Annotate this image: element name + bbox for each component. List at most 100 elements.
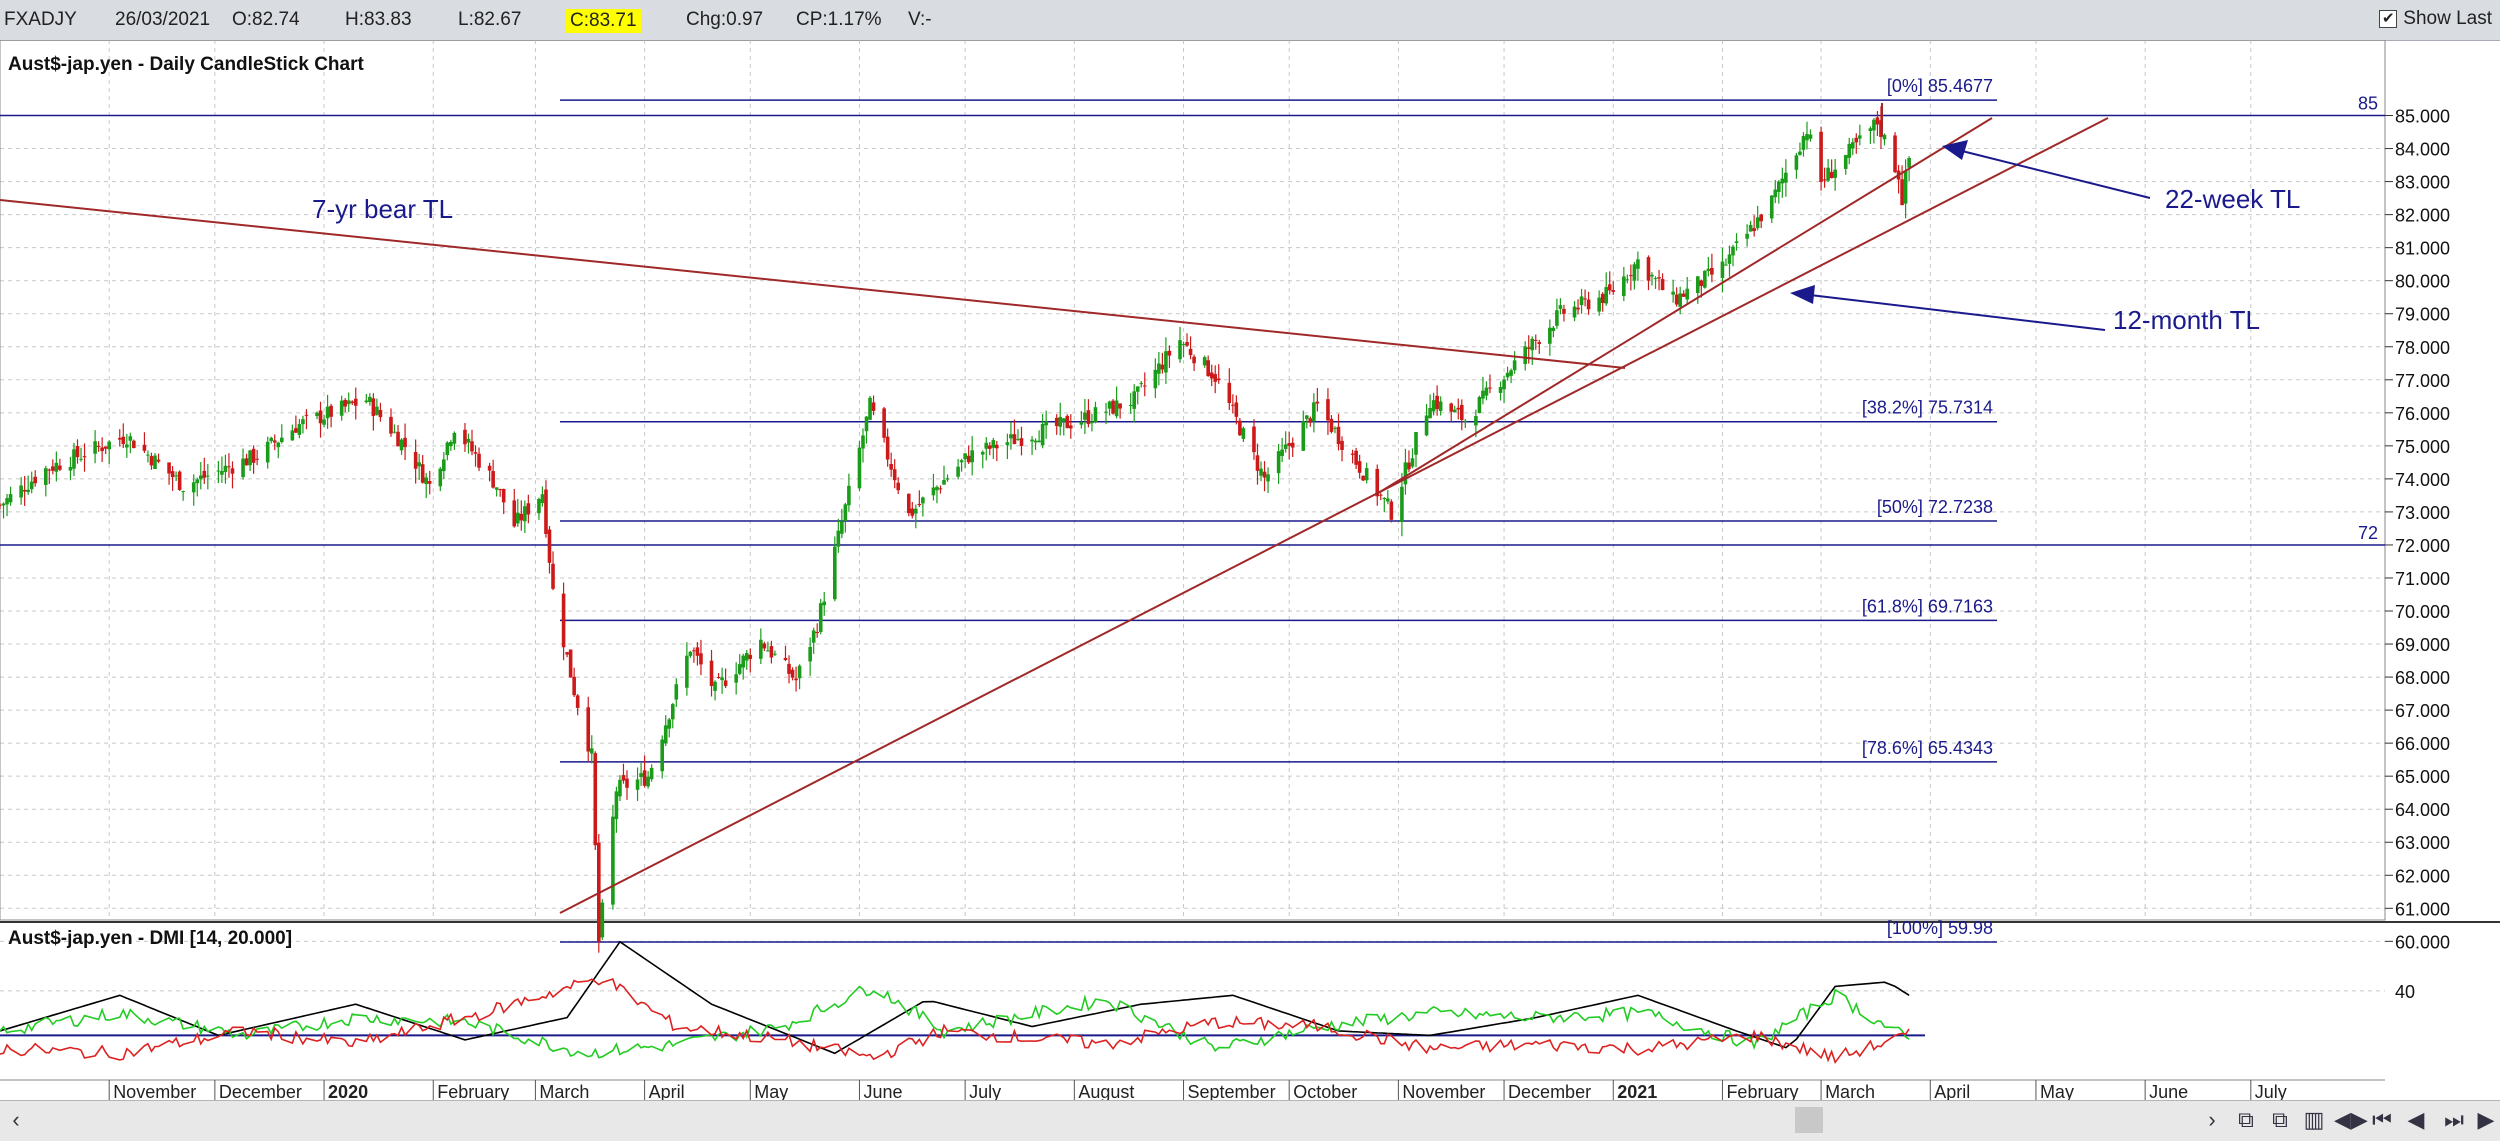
candle-body xyxy=(29,481,34,490)
show-last-toggle[interactable]: ✔ Show Last xyxy=(2379,8,2492,30)
22-week-arrowhead xyxy=(1942,140,1968,160)
price-tick-label: 64.000 xyxy=(2395,800,2450,820)
candle-body xyxy=(688,651,693,656)
candle-body xyxy=(198,475,203,480)
candle-body xyxy=(1231,404,1235,406)
open-label: O:82.74 xyxy=(232,9,300,30)
candle-body xyxy=(621,775,626,781)
time-tick-label: September xyxy=(1188,1082,1276,1100)
scroll-prev-icon[interactable]: ◀ xyxy=(2407,1107,2425,1132)
candle-body xyxy=(322,419,326,425)
candle-body xyxy=(396,431,400,447)
candle-body xyxy=(1259,468,1263,476)
candle-body xyxy=(1629,275,1633,277)
low-label: L:82.67 xyxy=(458,9,522,30)
candle-body xyxy=(611,816,615,905)
candle-body xyxy=(833,546,837,600)
scroll-right-icon[interactable]: › xyxy=(2208,1107,2216,1132)
candle-body xyxy=(1653,278,1658,280)
candle-body xyxy=(125,444,129,448)
scroll-thumb[interactable] xyxy=(1795,1107,1823,1133)
candle-body xyxy=(220,470,224,475)
time-tick-label: February xyxy=(437,1082,509,1100)
candle-body xyxy=(1234,402,1239,417)
candle-body xyxy=(600,902,605,938)
candle-body xyxy=(1847,143,1852,158)
candle-body xyxy=(910,508,915,516)
candle-body xyxy=(963,453,967,460)
candle-body xyxy=(96,445,101,447)
candle-body xyxy=(790,669,795,678)
candle-body xyxy=(544,489,548,534)
candle-body xyxy=(142,444,147,451)
candle-body xyxy=(783,657,788,661)
candle-body xyxy=(716,676,721,678)
candle-body xyxy=(1798,151,1802,155)
candle-body xyxy=(547,529,552,563)
candle-body xyxy=(561,593,566,648)
candle-body xyxy=(1780,178,1785,184)
candle-body xyxy=(1030,439,1034,442)
candle-body xyxy=(1907,157,1911,168)
candle-body xyxy=(1382,498,1387,500)
price-tick-label: 76.000 xyxy=(2395,404,2450,424)
candle-body xyxy=(1808,134,1813,139)
candle-body xyxy=(452,432,457,444)
candle-body xyxy=(713,681,717,691)
candle-body xyxy=(1209,372,1214,379)
scroll-both-icon[interactable]: ◀▶ xyxy=(2334,1107,2368,1132)
candle-body xyxy=(276,442,281,448)
candle-body xyxy=(1530,338,1535,351)
price-tick-label: 66.000 xyxy=(2395,734,2450,754)
candle-body xyxy=(639,773,643,778)
candle-body xyxy=(766,650,770,652)
dmi-series-adx xyxy=(0,940,1910,1055)
horizontal-scrollbar[interactable]: ‹ › ⧉ ⧉ ▥ ◀▶ ⏮ ◀ ⏭ ▶ xyxy=(0,1100,2500,1141)
candle-body xyxy=(1290,442,1295,448)
candle-body xyxy=(1843,155,1848,169)
candle-body xyxy=(117,437,122,440)
candle-body xyxy=(51,466,55,471)
scroll-next-icon[interactable]: ▶ xyxy=(2477,1107,2495,1132)
candle-body xyxy=(248,450,252,466)
candle-body xyxy=(1452,409,1457,413)
price-tick-label: 73.000 xyxy=(2395,503,2450,523)
candle-body xyxy=(350,401,355,403)
candle-body xyxy=(1019,438,1024,446)
candle-body xyxy=(1079,422,1084,425)
candle-body xyxy=(847,485,851,506)
fib-label: [0%] 85.4677 xyxy=(1887,76,1993,96)
scroll-left-icon[interactable]: ‹ xyxy=(12,1107,20,1132)
candle-body xyxy=(885,436,890,460)
candle-body xyxy=(674,684,679,700)
candle-body xyxy=(649,767,654,780)
time-tick-label: June xyxy=(863,1082,902,1100)
candle-body xyxy=(1424,415,1429,436)
scroll-end-icon[interactable]: ⏭ xyxy=(2444,1107,2464,1132)
candle-body xyxy=(1784,172,1788,183)
candle-body xyxy=(1745,233,1749,239)
candle-body xyxy=(389,416,393,434)
price-tick-label: 60.000 xyxy=(2395,932,2450,952)
candle-body xyxy=(864,416,869,432)
chart-area: Aust$-jap.yen - Daily CandleStick Chart … xyxy=(0,40,2500,1100)
candle-body xyxy=(1748,224,1753,232)
scroll-start-icon[interactable]: ⏮ xyxy=(2372,1107,2392,1132)
checkbox-icon[interactable]: ✔ xyxy=(2379,10,2398,28)
candle-body xyxy=(692,650,696,652)
candle-body xyxy=(8,494,13,503)
candle-body xyxy=(1752,228,1756,232)
candle-body xyxy=(1893,135,1897,173)
zoom-in-icon[interactable]: ⧉ xyxy=(2272,1107,2288,1132)
candle-body xyxy=(794,678,798,681)
zoom-out-icon[interactable]: ⧉ xyxy=(2238,1107,2254,1132)
candle-body xyxy=(339,400,344,416)
candle-body xyxy=(1622,276,1626,297)
candle-body xyxy=(241,458,245,478)
zoom-fit-icon[interactable]: ▥ xyxy=(2303,1107,2325,1132)
level-label: 72 xyxy=(2358,523,2378,543)
22-week-tl-annotation: 22-week TL xyxy=(2165,184,2300,214)
candle-body xyxy=(1533,339,1538,341)
candle-body xyxy=(685,655,689,688)
candle-body xyxy=(121,436,126,445)
